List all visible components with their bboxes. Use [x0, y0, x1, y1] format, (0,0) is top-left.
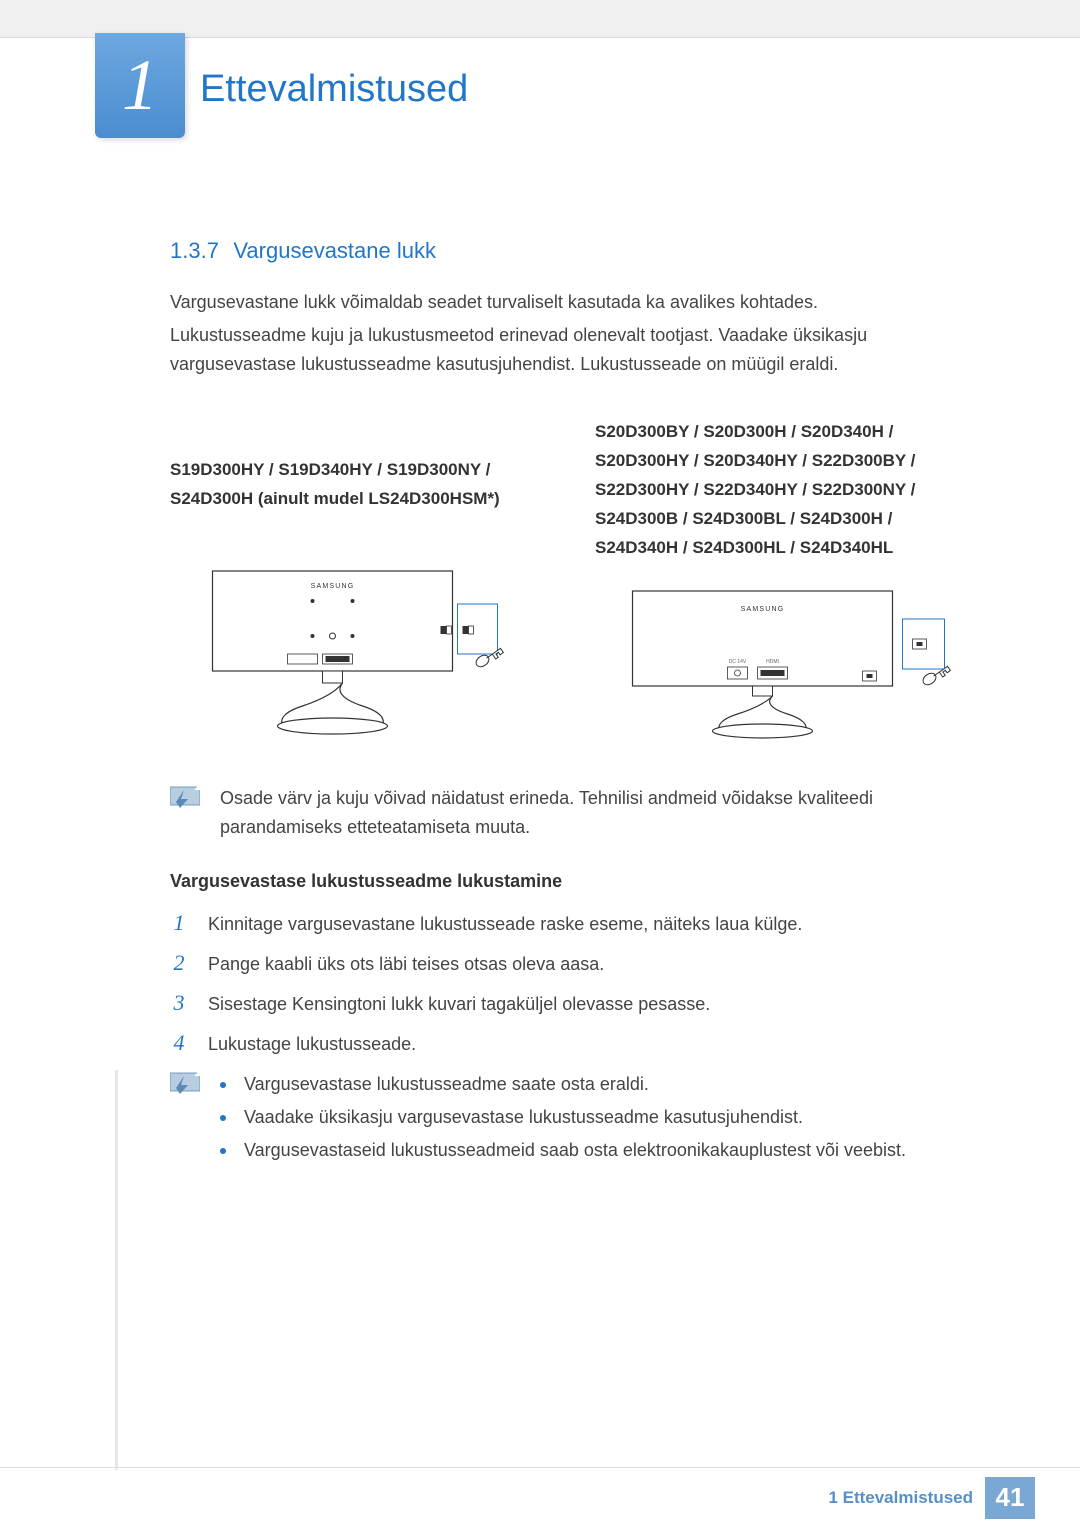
step-row: 3 Sisestage Kensingtoni lukk kuvari taga…	[170, 990, 980, 1016]
svg-text:DC 14V: DC 14V	[729, 659, 747, 665]
subheading: Vargusevastase lukustusseadme lukustamin…	[170, 871, 980, 892]
intro-paragraph-2: Lukustusseadme kuju ja lukustusmeetod er…	[170, 321, 980, 379]
chapter-number: 1	[122, 44, 158, 127]
step-number: 3	[170, 990, 188, 1016]
chapter-header: 1 Ettevalmistused	[0, 38, 1080, 138]
bullet-list: Vargusevastase lukustusseadme saate osta…	[220, 1074, 906, 1173]
section-title: Vargusevastane lukk	[233, 238, 436, 263]
intro-paragraph-1: Vargusevastane lukk võimaldab seadet tur…	[170, 288, 980, 317]
chapter-tab: 1	[95, 33, 185, 138]
bullet-text: Vargusevastase lukustusseadme saate osta…	[244, 1074, 649, 1095]
note-block-1: Osade värv ja kuju võivad näidatust erin…	[170, 784, 980, 842]
step-number: 2	[170, 950, 188, 976]
diagram-col-left: S19D300HY / S19D340HY / S19D300NY / S24D…	[170, 418, 555, 755]
step-row: 2 Pange kaabli üks ots läbi teises otsas…	[170, 950, 980, 976]
bullet-row: Vargusevastase lukustusseadme saate osta…	[220, 1074, 906, 1095]
step-row: 1 Kinnitage vargusevastane lukustusseade…	[170, 910, 980, 936]
main-content: 1.3.7 Vargusevastane lukk Vargusevastane…	[0, 138, 1080, 1173]
step-text: Kinnitage vargusevastane lukustusseade r…	[208, 914, 802, 935]
note-text-1: Osade värv ja kuju võivad näidatust erin…	[220, 784, 980, 842]
note-block-2: Vargusevastase lukustusseadme saate osta…	[170, 1070, 980, 1173]
step-row: 4 Lukustage lukustusseade.	[170, 1030, 980, 1056]
footer-chapter-label: 1 Ettevalmistused	[828, 1488, 973, 1508]
bullet-dot-icon	[220, 1148, 226, 1154]
section-heading: 1.3.7 Vargusevastane lukk	[170, 238, 980, 264]
step-text: Pange kaabli üks ots läbi teises otsas o…	[208, 954, 604, 975]
section-number: 1.3.7	[170, 238, 219, 263]
chapter-title: Ettevalmistused	[200, 58, 1080, 111]
bullet-dot-icon	[220, 1115, 226, 1121]
step-text: Sisestage Kensingtoni lukk kuvari tagakü…	[208, 994, 710, 1015]
bullet-dot-icon	[220, 1082, 226, 1088]
footer-page-number: 41	[985, 1477, 1035, 1519]
page-footer: 1 Ettevalmistused 41	[0, 1467, 1080, 1527]
step-number: 4	[170, 1030, 188, 1056]
svg-text:HDMI: HDMI	[766, 659, 779, 665]
samsung-label: SAMSUNG	[311, 583, 355, 590]
side-accent-line	[115, 1070, 118, 1470]
monitor-diagram-left: SAMSUNG	[170, 566, 555, 746]
diagram-row: S19D300HY / S19D340HY / S19D300NY / S24D…	[170, 418, 980, 755]
step-text: Lukustage lukustusseade.	[208, 1034, 416, 1055]
bullet-row: Vaadake üksikasju vargusevastase lukustu…	[220, 1107, 906, 1128]
bullet-row: Vargusevastaseid lukustusseadmeid saab o…	[220, 1140, 906, 1161]
bullet-text: Vaadake üksikasju vargusevastase lukustu…	[244, 1107, 803, 1128]
samsung-label: SAMSUNG	[741, 606, 785, 613]
diagram-col-right: S20D300BY / S20D300H / S20D340H / S20D30…	[595, 418, 980, 755]
bullet-text: Vargusevastaseid lukustusseadmeid saab o…	[244, 1140, 906, 1161]
note-icon	[170, 784, 200, 808]
steps-list: 1 Kinnitage vargusevastane lukustusseade…	[170, 910, 980, 1056]
model-list-left: S19D300HY / S19D340HY / S19D300NY / S24D…	[170, 418, 555, 558]
model-list-right: S20D300BY / S20D300H / S20D340H / S20D30…	[595, 418, 980, 562]
step-number: 1	[170, 910, 188, 936]
monitor-diagram-right: SAMSUNG DC 14V HDMI	[595, 571, 980, 751]
note-icon	[170, 1070, 200, 1094]
